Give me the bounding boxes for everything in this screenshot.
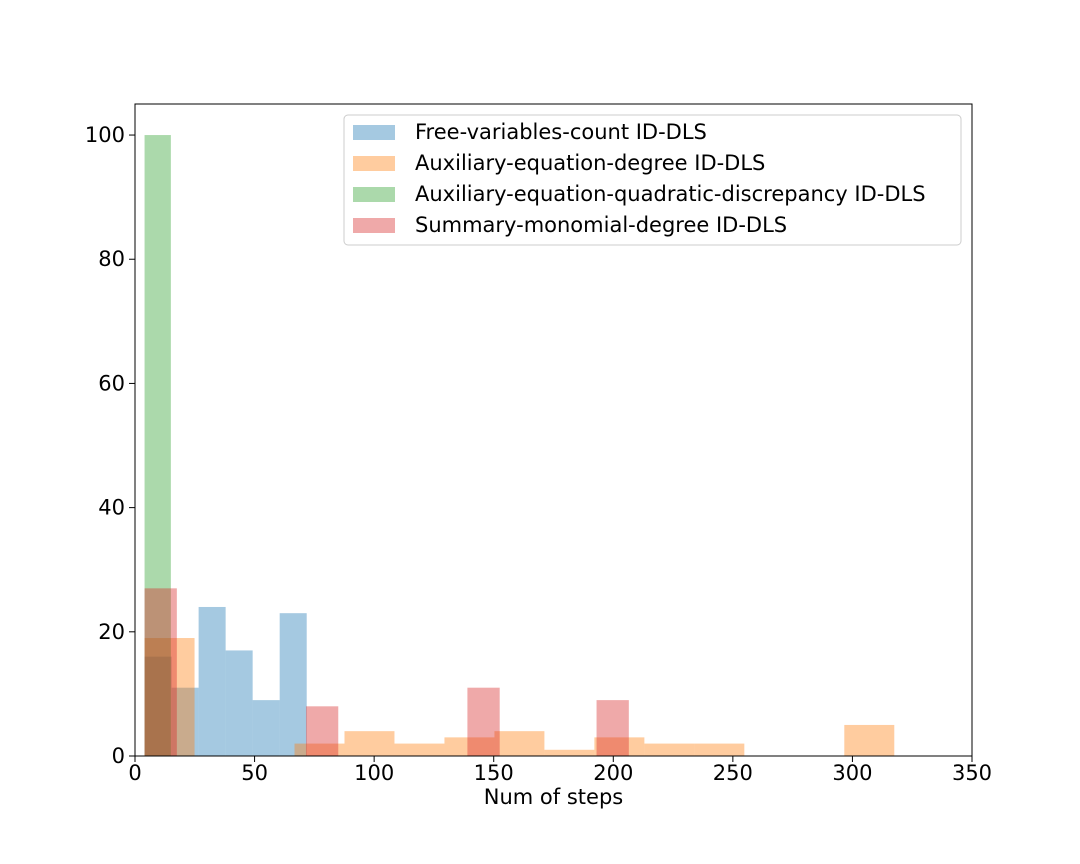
legend-swatch: [353, 125, 395, 140]
legend-item: Free-variables-count ID-DLS: [353, 120, 707, 144]
legend-label: Summary-monomial-degree ID-DLS: [415, 213, 787, 237]
legend-item: Summary-monomial-degree ID-DLS: [353, 213, 787, 237]
legend-swatch: [353, 156, 395, 171]
y-axis-ticks: 0 20 40 60 80 100: [85, 123, 135, 768]
legend-box: [343, 114, 962, 246]
histogram-bar: [252, 700, 280, 756]
histogram-bar: [144, 656, 172, 756]
x-tick-label: 150: [474, 761, 514, 785]
histogram-bar: [225, 650, 253, 756]
y-tick-label: 80: [98, 247, 125, 271]
histogram-bar: [844, 724, 895, 756]
histogram-bar: [694, 743, 745, 756]
histogram-bar: [171, 687, 199, 756]
x-tick-label: 200: [593, 761, 633, 785]
histogram-bar: [198, 606, 226, 756]
histogram-bar: [594, 737, 645, 756]
histogram-bar: [467, 687, 500, 756]
y-tick-label: 100: [85, 123, 125, 147]
legend-swatch: [353, 218, 395, 233]
legend: Free-variables-count ID-DLS Auxiliary-equ…: [343, 114, 962, 246]
y-tick-label: 60: [98, 371, 125, 395]
histogram-bar: [305, 706, 339, 756]
histogram-bar: [144, 588, 177, 756]
histogram-bar: [294, 743, 345, 756]
series-0-bars: [144, 606, 307, 756]
histogram-bar: [444, 737, 495, 756]
x-tick-label: 250: [713, 761, 753, 785]
series-1-bars: [144, 638, 895, 756]
x-axis-ticks: 0 50 100 150 200 250 300 350: [128, 756, 992, 785]
y-tick-label: 0: [112, 744, 125, 768]
x-tick-label: 350: [952, 761, 992, 785]
x-tick-label: 100: [354, 761, 394, 785]
y-tick-label: 40: [98, 496, 125, 520]
histogram-bar: [394, 743, 445, 756]
x-tick-label: 300: [832, 761, 872, 785]
histogram-bar: [144, 135, 171, 757]
histogram-bar: [596, 700, 629, 756]
histogram-bar: [544, 749, 595, 756]
legend-label: Auxiliary-equation-quadratic-discrepancy…: [415, 182, 926, 206]
legend-swatch: [353, 187, 395, 202]
histogram-bar: [279, 613, 307, 756]
x-tick-label: 50: [241, 761, 268, 785]
series-2-bars: [144, 135, 171, 757]
legend-label: Auxiliary-equation-degree ID-DLS: [415, 151, 765, 175]
legend-label: Free-variables-count ID-DLS: [415, 120, 707, 144]
x-axis-label: Num of steps: [484, 785, 623, 809]
axes-frame: [134, 103, 973, 757]
y-tick-label: 20: [98, 620, 125, 644]
histogram-bar: [644, 743, 695, 756]
histogram-bar: [344, 731, 395, 756]
histogram-bar: [494, 731, 545, 756]
legend-item: Auxiliary-equation-degree ID-DLS: [353, 151, 765, 175]
x-tick-label: 0: [128, 761, 141, 785]
legend-item: Auxiliary-equation-quadratic-discrepancy…: [353, 182, 926, 206]
series-3-bars: [144, 588, 629, 756]
histogram-bars: [144, 135, 895, 757]
histogram-bar: [144, 638, 195, 756]
